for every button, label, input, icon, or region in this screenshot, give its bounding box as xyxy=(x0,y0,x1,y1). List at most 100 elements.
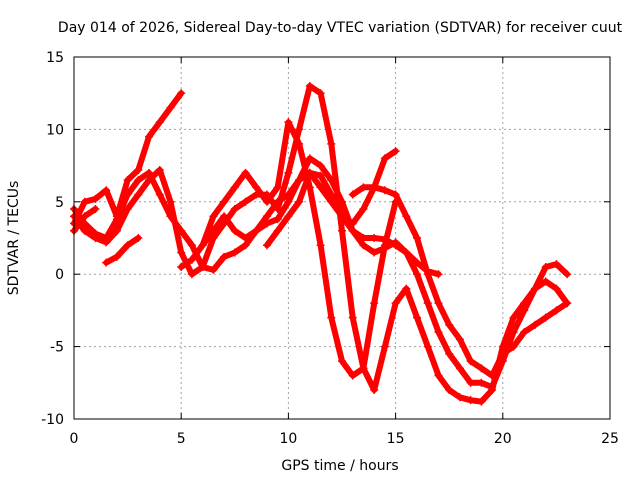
data-point-marker xyxy=(80,212,89,221)
y-tick-label: 15 xyxy=(46,50,64,66)
data-point-marker xyxy=(391,299,400,308)
series-track-7 xyxy=(348,183,572,380)
data-point-marker xyxy=(220,197,229,206)
data-point-marker xyxy=(370,248,379,257)
data-point-marker xyxy=(327,139,336,148)
data-point-marker xyxy=(316,241,325,250)
data-point-marker xyxy=(509,342,518,351)
data-point-marker xyxy=(316,89,325,98)
y-axis-label: SDTVAR / TECUs xyxy=(6,181,22,296)
data-point-marker xyxy=(134,234,143,242)
data-point-marker xyxy=(488,383,497,392)
x-tick-label: 25 xyxy=(601,431,619,447)
data-point-marker xyxy=(187,241,196,250)
data-point-marker xyxy=(134,176,143,185)
data-point-marker xyxy=(284,190,293,199)
data-point-marker xyxy=(327,197,336,206)
data-point-marker xyxy=(198,241,207,250)
series-line xyxy=(103,235,142,266)
y-tick-label: -10 xyxy=(41,412,64,428)
data-point-marker xyxy=(252,183,261,192)
data-point-marker xyxy=(455,364,464,373)
data-point-marker xyxy=(413,270,422,279)
data-point-marker xyxy=(241,234,250,242)
data-point-marker xyxy=(423,342,432,351)
data-point-marker xyxy=(338,357,346,366)
data-point-marker xyxy=(187,270,196,279)
data-point-marker xyxy=(466,396,475,405)
data-point-marker xyxy=(327,176,336,185)
data-point-marker xyxy=(155,190,164,199)
data-point-marker xyxy=(530,320,539,329)
data-point-marker xyxy=(338,212,346,221)
data-point-marker xyxy=(370,386,379,395)
data-point-marker xyxy=(488,371,497,380)
data-point-marker xyxy=(552,306,561,315)
data-point-marker xyxy=(262,197,271,206)
data-point-marker xyxy=(477,378,486,387)
data-point-marker xyxy=(155,118,164,127)
data-point-marker xyxy=(402,284,411,293)
data-point-marker xyxy=(177,262,186,271)
data-point-marker xyxy=(423,299,432,308)
data-point-marker xyxy=(123,205,132,214)
data-point-marker xyxy=(316,183,325,192)
data-point-marker xyxy=(520,328,529,337)
series-track-8 xyxy=(102,234,143,267)
data-point-marker xyxy=(402,248,411,257)
data-point-marker xyxy=(348,371,357,380)
data-point-marker xyxy=(445,320,454,329)
x-tick-label: 20 xyxy=(494,431,512,447)
data-point-marker xyxy=(359,205,368,214)
data-point-marker xyxy=(273,215,282,224)
data-point-marker xyxy=(198,262,207,271)
data-point-marker xyxy=(455,393,464,402)
data-point-marker xyxy=(477,397,486,406)
data-point-marker xyxy=(241,168,250,177)
data-point-marker xyxy=(187,255,196,264)
data-point-marker xyxy=(134,190,143,199)
x-tick-label: 5 xyxy=(177,431,186,447)
data-point-marker xyxy=(102,258,111,267)
data-point-marker xyxy=(380,241,389,250)
data-point-marker xyxy=(316,161,325,170)
data-point-marker xyxy=(380,342,389,351)
data-point-marker xyxy=(477,364,486,373)
data-point-marker xyxy=(348,219,357,228)
series-track-3 xyxy=(70,81,572,406)
data-point-marker xyxy=(166,197,175,206)
data-point-marker xyxy=(102,238,111,247)
data-point-marker xyxy=(413,234,422,242)
data-point-marker xyxy=(262,212,271,221)
data-point-marker xyxy=(209,212,218,221)
data-point-marker xyxy=(80,226,89,235)
data-point-marker xyxy=(541,313,550,322)
data-point-marker xyxy=(380,154,389,163)
data-point-marker xyxy=(348,313,357,322)
y-tick-label: 10 xyxy=(46,122,64,138)
data-point-marker xyxy=(91,234,100,242)
data-point-marker xyxy=(316,171,325,180)
data-point-marker xyxy=(530,284,539,293)
data-point-marker xyxy=(380,186,389,195)
data-point-marker xyxy=(284,118,293,127)
data-point-marker xyxy=(91,194,100,203)
data-point-marker xyxy=(295,176,304,185)
data-point-marker xyxy=(177,248,186,257)
data-point-marker xyxy=(370,183,379,192)
data-point-marker xyxy=(305,168,314,177)
data-point-marker xyxy=(552,284,561,293)
data-point-marker xyxy=(509,328,518,337)
data-point-marker xyxy=(402,212,411,221)
data-point-marker xyxy=(434,371,443,380)
data-point-marker xyxy=(391,238,400,247)
data-point-marker xyxy=(123,190,132,199)
y-tick-labels: -10 -5 0 5 10 15 xyxy=(41,50,64,428)
data-point-marker xyxy=(155,165,164,174)
data-point-marker xyxy=(166,103,175,112)
data-point-marker xyxy=(284,197,293,206)
data-point-marker xyxy=(370,299,379,308)
y-tick-label: 0 xyxy=(55,267,64,283)
x-tick-label: 10 xyxy=(279,431,297,447)
